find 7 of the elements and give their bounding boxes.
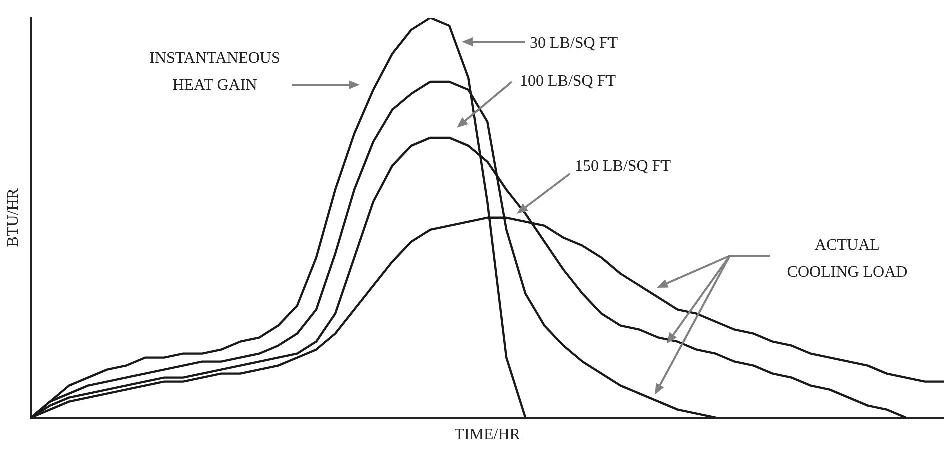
annotation: 100 LB/SQ FT xyxy=(520,72,618,92)
annotation: 150 LB/SQ FT xyxy=(575,157,672,177)
annotation: 30 LB/SQ FT xyxy=(530,34,620,54)
annotation: ACTUAL COOLING LOAD xyxy=(786,236,909,283)
x-axis-title: TIME/HR xyxy=(454,426,521,444)
y-axis-title: BTU/HR xyxy=(4,188,22,248)
annotation: INSTANTANEOUS HEAT GAIN xyxy=(148,49,282,96)
